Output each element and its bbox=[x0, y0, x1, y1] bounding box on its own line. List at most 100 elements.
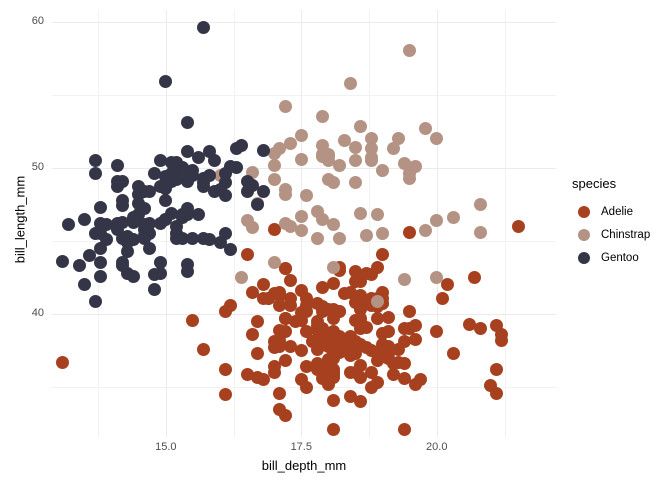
data-point bbox=[159, 180, 173, 194]
data-point bbox=[148, 167, 162, 181]
data-point bbox=[186, 168, 200, 182]
data-point bbox=[224, 159, 238, 173]
data-point bbox=[294, 129, 308, 143]
data-point bbox=[489, 363, 503, 377]
data-point bbox=[365, 344, 379, 358]
legend-item[interactable]: Chinstrap bbox=[572, 223, 672, 246]
data-point bbox=[278, 187, 292, 201]
data-point bbox=[256, 184, 270, 198]
legend-color-dot-icon bbox=[577, 251, 590, 264]
data-point bbox=[110, 174, 124, 188]
data-point bbox=[256, 143, 270, 157]
data-point bbox=[197, 21, 211, 35]
data-point bbox=[441, 278, 455, 292]
data-point bbox=[354, 206, 368, 220]
data-point bbox=[446, 211, 460, 225]
data-point bbox=[186, 231, 200, 245]
data-point bbox=[321, 366, 335, 380]
data-point bbox=[164, 206, 178, 220]
data-point bbox=[327, 218, 341, 232]
data-point bbox=[83, 249, 97, 263]
data-point bbox=[273, 298, 287, 312]
data-point bbox=[115, 231, 129, 245]
data-point bbox=[473, 197, 487, 211]
data-point bbox=[191, 208, 205, 222]
data-point bbox=[94, 200, 108, 214]
data-point bbox=[153, 154, 167, 168]
data-point bbox=[148, 282, 162, 296]
data-point bbox=[235, 271, 249, 285]
data-point bbox=[430, 325, 444, 339]
data-point bbox=[419, 121, 433, 135]
data-point bbox=[240, 247, 254, 261]
data-point bbox=[386, 357, 400, 371]
data-point bbox=[403, 44, 417, 58]
legend-color-dot-icon bbox=[577, 228, 590, 241]
data-point bbox=[213, 183, 227, 197]
data-point bbox=[267, 256, 281, 270]
data-point bbox=[61, 218, 75, 232]
data-point bbox=[267, 146, 281, 160]
data-point bbox=[327, 341, 341, 355]
data-point bbox=[332, 158, 346, 172]
data-point bbox=[148, 268, 162, 282]
data-point bbox=[110, 158, 124, 172]
data-point bbox=[153, 256, 167, 270]
data-point bbox=[180, 257, 194, 271]
data-point bbox=[327, 423, 341, 437]
data-point bbox=[137, 202, 151, 216]
data-point bbox=[94, 217, 108, 230]
legend-color-dot-icon bbox=[577, 205, 590, 218]
data-point bbox=[191, 151, 205, 165]
data-point bbox=[397, 157, 411, 171]
data-point bbox=[327, 276, 341, 290]
data-point bbox=[386, 142, 400, 156]
data-point bbox=[218, 388, 232, 402]
data-point bbox=[354, 312, 368, 326]
data-point bbox=[397, 357, 411, 371]
data-point bbox=[381, 310, 395, 324]
data-point bbox=[267, 173, 281, 187]
data-point bbox=[256, 373, 270, 387]
data-point bbox=[197, 231, 211, 245]
data-point bbox=[294, 344, 308, 358]
data-point bbox=[376, 227, 390, 241]
legend-item[interactable]: Adelie bbox=[572, 200, 672, 223]
data-point bbox=[159, 75, 173, 89]
data-point bbox=[327, 260, 341, 274]
data-point bbox=[343, 389, 357, 403]
data-point bbox=[495, 333, 509, 347]
data-point bbox=[430, 214, 444, 228]
legend-item[interactable]: Gentoo bbox=[572, 246, 672, 269]
data-point bbox=[359, 228, 373, 242]
data-point bbox=[273, 386, 287, 400]
data-point bbox=[316, 139, 330, 153]
data-point bbox=[218, 304, 232, 318]
data-point bbox=[294, 284, 308, 298]
data-point bbox=[267, 335, 281, 349]
data-point bbox=[376, 247, 390, 261]
data-point bbox=[316, 335, 330, 349]
data-point bbox=[251, 197, 265, 211]
data-point bbox=[278, 262, 292, 276]
data-point bbox=[186, 313, 200, 327]
data-point bbox=[240, 367, 254, 381]
data-point bbox=[300, 325, 314, 339]
data-point bbox=[435, 291, 449, 305]
data-point bbox=[376, 164, 390, 178]
data-point bbox=[468, 271, 482, 285]
data-point bbox=[229, 142, 243, 156]
data-point bbox=[403, 225, 417, 239]
data-point bbox=[143, 241, 157, 255]
data-point bbox=[348, 176, 362, 190]
data-point bbox=[159, 193, 173, 207]
data-point bbox=[311, 205, 325, 219]
data-point bbox=[462, 317, 476, 331]
data-point bbox=[300, 298, 314, 312]
data-point bbox=[132, 187, 146, 201]
data-point bbox=[408, 377, 422, 391]
data-point bbox=[370, 294, 384, 308]
legend-title: species bbox=[572, 176, 617, 191]
x-tick-label: 20.0 bbox=[426, 441, 448, 453]
data-point bbox=[300, 189, 314, 203]
